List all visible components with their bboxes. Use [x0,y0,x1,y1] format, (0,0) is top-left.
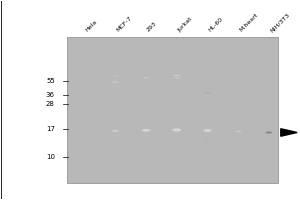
Ellipse shape [142,77,149,79]
Text: MCF-7: MCF-7 [115,16,133,33]
Ellipse shape [204,92,211,94]
Text: HL-60: HL-60 [208,17,224,33]
FancyBboxPatch shape [67,37,278,183]
Text: Hela: Hela [85,19,98,33]
Polygon shape [281,129,297,136]
Ellipse shape [112,81,119,83]
Text: 10: 10 [46,154,55,160]
Text: Jurkat: Jurkat [177,16,194,33]
Text: 36: 36 [46,92,55,98]
Ellipse shape [266,131,272,134]
Ellipse shape [205,141,210,142]
Text: 28: 28 [46,101,55,107]
Text: 293: 293 [146,21,158,33]
Ellipse shape [112,130,119,132]
Ellipse shape [235,130,242,133]
Ellipse shape [112,75,119,77]
Text: M.heart: M.heart [238,12,259,33]
Text: 17: 17 [46,126,55,132]
Text: NIH/3T3: NIH/3T3 [269,11,290,33]
Ellipse shape [173,77,181,79]
Text: 55: 55 [46,78,55,84]
Ellipse shape [81,78,88,80]
Ellipse shape [173,75,180,76]
Ellipse shape [172,128,181,132]
Ellipse shape [142,129,150,132]
Ellipse shape [203,129,211,132]
